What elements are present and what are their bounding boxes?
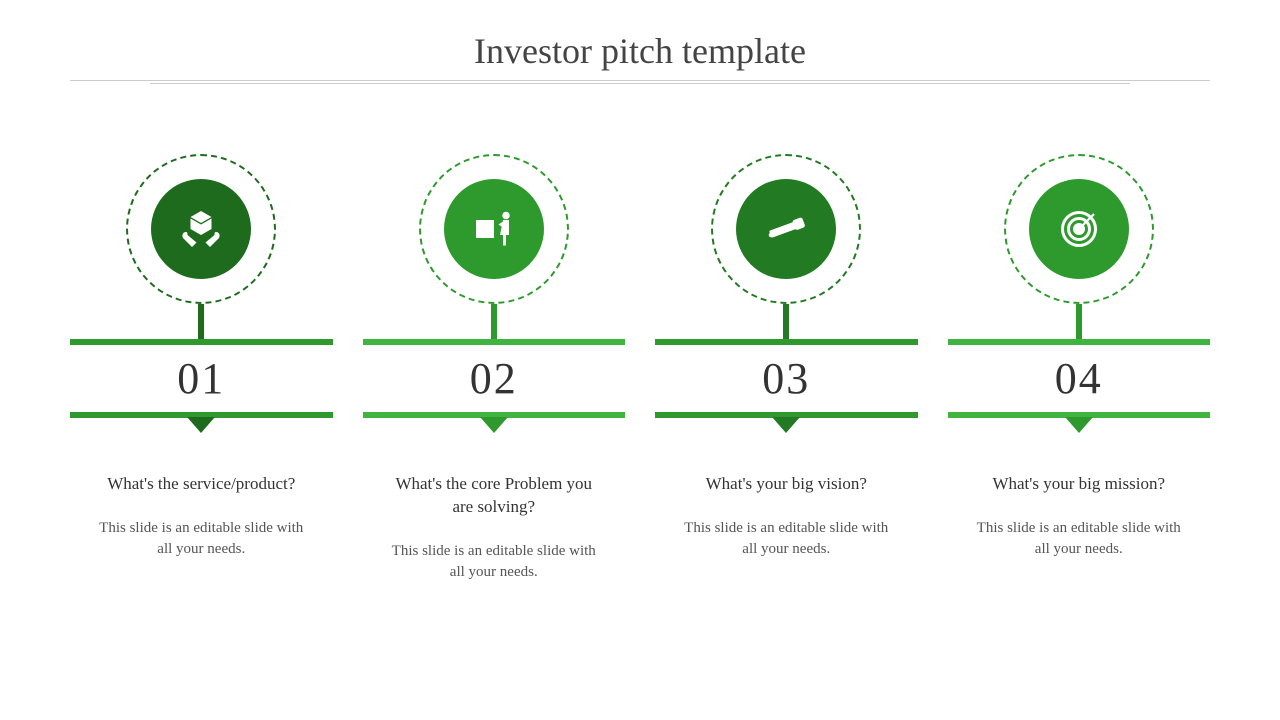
question-text: What's your big vision?	[706, 473, 867, 496]
dashed-ring	[711, 154, 861, 304]
arrow-down-icon	[187, 417, 215, 433]
step-number: 01	[177, 345, 225, 412]
icon-circle	[1004, 154, 1154, 304]
dashed-ring	[1004, 154, 1154, 304]
dashed-ring	[126, 154, 276, 304]
pitch-column-1: 01 What's the service/product? This slide …	[70, 154, 333, 583]
description-text: This slide is an editable slide with all…	[384, 541, 604, 583]
description-text: This slide is an editable slide with all…	[969, 518, 1189, 560]
stem	[1076, 304, 1082, 339]
question-text: What's your big mission?	[992, 473, 1165, 496]
stem	[783, 304, 789, 339]
slide: Investor pitch template 01 What's the ser…	[0, 0, 1280, 720]
step-number: 04	[1055, 345, 1103, 412]
icon-circle	[419, 154, 569, 304]
question-text: What's the core Problem you are solving?	[384, 473, 604, 519]
arrow-down-icon	[1065, 417, 1093, 433]
step-number: 02	[470, 345, 518, 412]
title-rule-bottom	[150, 83, 1130, 84]
description-text: This slide is an editable slide with all…	[676, 518, 896, 560]
stem	[491, 304, 497, 339]
columns-container: 01 What's the service/product? This slide …	[70, 154, 1210, 583]
step-number: 03	[762, 345, 810, 412]
pitch-column-3: 03 What's your big vision? This slide is a…	[655, 154, 918, 583]
pitch-column-4: 04 What's your big mission? This slide is …	[948, 154, 1211, 583]
arrow-down-icon	[772, 417, 800, 433]
title-rule-top	[70, 80, 1210, 81]
description-text: This slide is an editable slide with all…	[91, 518, 311, 560]
pitch-column-2: 02 What's the core Problem you are solvin…	[363, 154, 626, 583]
icon-circle	[711, 154, 861, 304]
stem	[198, 304, 204, 339]
arrow-down-icon	[480, 417, 508, 433]
dashed-ring	[419, 154, 569, 304]
page-title: Investor pitch template	[70, 30, 1210, 72]
question-text: What's the service/product?	[107, 473, 295, 496]
icon-circle	[126, 154, 276, 304]
